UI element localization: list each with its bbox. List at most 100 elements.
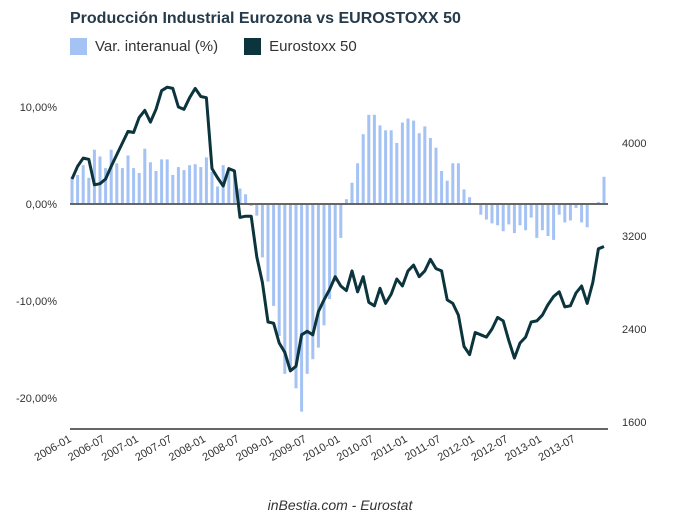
right-axis-ticks: 4000 3200 2400 1600 xyxy=(622,138,646,429)
bar xyxy=(529,204,533,218)
bar xyxy=(378,125,382,204)
left-tick-label: 0,00% xyxy=(26,199,57,211)
bar xyxy=(87,177,91,204)
bar xyxy=(300,204,304,412)
bar xyxy=(283,204,287,374)
legend: Var. interanual (%) Eurostoxx 50 xyxy=(70,38,383,55)
x-tick-label: 2007-07 xyxy=(133,433,174,464)
bar xyxy=(456,163,460,204)
legend-swatch-line xyxy=(244,38,262,55)
left-tick-label: -10,00% xyxy=(16,296,57,308)
bar xyxy=(484,204,488,220)
x-tick-label: 2008-01 xyxy=(167,433,208,464)
bar xyxy=(440,171,444,204)
bar xyxy=(372,114,376,204)
x-tick-label: 2009-07 xyxy=(268,433,309,464)
bar xyxy=(154,171,158,204)
bar xyxy=(272,204,276,306)
x-tick-label: 2013-07 xyxy=(537,433,578,464)
bar xyxy=(400,122,404,204)
bar xyxy=(132,168,136,204)
bar xyxy=(199,167,203,204)
bar xyxy=(227,168,231,204)
x-tick-label: 2010-07 xyxy=(335,433,376,464)
x-tick-label: 2011-01 xyxy=(369,433,409,463)
bar xyxy=(468,197,472,204)
bar xyxy=(171,174,175,204)
legend-label-eurostoxx: Eurostoxx 50 xyxy=(269,38,357,55)
bar xyxy=(501,204,505,232)
bar xyxy=(316,204,320,348)
x-tick-label: 2010-01 xyxy=(301,433,342,464)
bar xyxy=(395,142,399,204)
legend-item-eurostoxx[interactable]: Eurostoxx 50 xyxy=(244,38,357,55)
line-series-eurostoxx xyxy=(70,85,605,373)
bar xyxy=(585,204,589,228)
legend-item-var-interanual[interactable]: Var. interanual (%) xyxy=(70,38,218,55)
bar xyxy=(182,170,186,204)
bar xyxy=(216,186,220,204)
bar xyxy=(98,156,102,204)
right-tick-label: 1600 xyxy=(622,417,646,429)
bar xyxy=(148,162,152,204)
x-tick-label: 2012-01 xyxy=(436,433,477,464)
bar xyxy=(255,204,259,216)
bar xyxy=(238,188,242,204)
bar xyxy=(384,130,388,204)
bar xyxy=(210,172,214,204)
bar xyxy=(311,204,315,360)
bar xyxy=(356,163,360,204)
source-credit: inBestia.com - Eurostat xyxy=(267,497,413,513)
x-tick-label: 2006-01 xyxy=(33,433,74,464)
bar xyxy=(160,159,164,204)
bar xyxy=(451,163,455,204)
bar xyxy=(232,174,236,204)
x-tick-label: 2011-07 xyxy=(403,433,443,463)
bar xyxy=(244,194,248,204)
bar xyxy=(137,173,141,204)
bar xyxy=(535,204,539,238)
left-tick-label: -20,00% xyxy=(16,393,57,405)
bar xyxy=(518,204,522,226)
x-tick-label: 2012-07 xyxy=(469,433,510,464)
bar xyxy=(428,138,432,204)
right-tick-label: 4000 xyxy=(622,138,646,150)
bar xyxy=(490,204,494,224)
bar xyxy=(188,165,192,204)
bar xyxy=(406,118,410,204)
bar xyxy=(367,114,371,204)
bar xyxy=(507,204,511,225)
x-tick-label: 2008-07 xyxy=(201,433,242,464)
x-axis-ticks: 2006-012006-072007-012007-072008-012008-… xyxy=(33,433,578,464)
bar xyxy=(143,148,147,204)
bar xyxy=(277,204,281,336)
bar xyxy=(389,130,393,204)
bar xyxy=(176,167,180,204)
bar xyxy=(333,204,337,282)
bar xyxy=(104,168,108,204)
bar xyxy=(288,204,292,371)
legend-label-var-interanual: Var. interanual (%) xyxy=(95,38,219,55)
bar xyxy=(92,149,96,204)
bar xyxy=(361,134,365,204)
bar-series xyxy=(70,114,606,412)
legend-swatch-bar xyxy=(70,38,87,55)
bar xyxy=(266,204,270,282)
bar xyxy=(109,149,113,204)
left-tick-label: 10,00% xyxy=(20,102,58,114)
bar xyxy=(322,204,326,326)
bar xyxy=(568,204,572,221)
bar xyxy=(574,204,578,208)
bar xyxy=(563,204,567,223)
bar xyxy=(120,168,124,204)
bar xyxy=(524,204,528,231)
bar xyxy=(580,204,584,223)
x-tick-label: 2007-01 xyxy=(100,433,141,464)
bar xyxy=(412,120,416,204)
bar xyxy=(540,204,544,231)
bar xyxy=(344,199,348,204)
right-tick-label: 2400 xyxy=(622,324,646,336)
bar xyxy=(260,204,264,258)
bar xyxy=(445,180,449,204)
